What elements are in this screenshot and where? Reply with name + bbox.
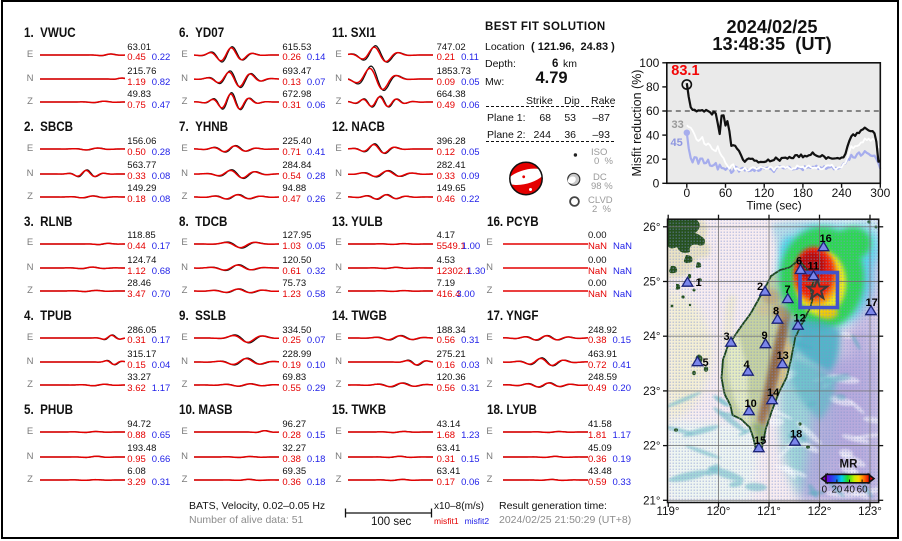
svg-text:122°: 122°: [808, 506, 832, 518]
svg-text:12: 12: [794, 313, 806, 325]
svg-text:17: 17: [866, 297, 878, 309]
svg-text:2: 2: [757, 281, 763, 293]
svg-text:21°: 21°: [643, 495, 660, 507]
svg-text:MR: MR: [840, 459, 859, 471]
svg-text:7: 7: [785, 284, 791, 296]
svg-text:3: 3: [724, 331, 730, 343]
svg-text:4: 4: [744, 359, 751, 371]
svg-text:10: 10: [745, 398, 757, 410]
svg-text:11: 11: [808, 261, 820, 273]
svg-text:14: 14: [767, 387, 780, 399]
svg-text:6: 6: [796, 256, 802, 268]
svg-text:40: 40: [844, 484, 855, 495]
svg-text:8: 8: [773, 306, 779, 318]
svg-text:1: 1: [696, 277, 702, 289]
svg-text:120°: 120°: [707, 506, 731, 518]
svg-text:16: 16: [820, 233, 832, 245]
svg-text:9: 9: [762, 330, 768, 342]
svg-text:26°: 26°: [643, 222, 660, 234]
svg-text:18: 18: [790, 429, 802, 441]
svg-text:60: 60: [857, 484, 868, 495]
svg-text:119°: 119°: [657, 506, 680, 518]
svg-text:121°: 121°: [757, 506, 781, 518]
svg-text:0: 0: [822, 484, 828, 495]
svg-text:22°: 22°: [643, 441, 660, 453]
svg-text:24°: 24°: [643, 331, 660, 343]
svg-text:15: 15: [754, 435, 766, 447]
svg-text:5: 5: [703, 357, 709, 369]
svg-text:13: 13: [777, 350, 789, 362]
svg-text:123°: 123°: [858, 506, 882, 518]
svg-text:23°: 23°: [643, 386, 660, 398]
svg-text:20: 20: [831, 484, 842, 495]
svg-text:25°: 25°: [643, 277, 660, 289]
